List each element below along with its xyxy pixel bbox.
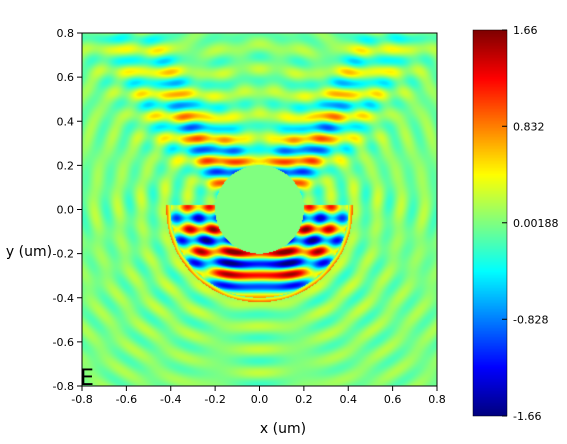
y-tick-label: -0.8	[53, 380, 74, 393]
y-tick-label: 0.2	[57, 159, 75, 172]
field-heatmap	[82, 33, 437, 386]
y-tick-label: 0.0	[57, 204, 75, 217]
x-axis-title: x (um)	[260, 421, 306, 437]
x-tick-label: -0.6	[116, 393, 137, 406]
y-tick-label: -0.4	[53, 292, 74, 305]
colorbar-tick-label: 0.00188	[513, 217, 559, 230]
colorbar-tick-label: 1.66	[513, 24, 538, 37]
colorbar-border	[472, 29, 508, 417]
x-tick-label: 0.2	[295, 393, 313, 406]
colorbar-tick-label: -0.828	[513, 313, 548, 326]
colorbar-gradient	[473, 30, 507, 416]
x-tick-label: 0.6	[384, 393, 402, 406]
x-tick-label: 0.8	[428, 393, 446, 406]
panel-component-label: E	[80, 366, 94, 391]
y-axis-title: y (um)	[6, 244, 52, 260]
colorbar-ticks: 1.66 0.832 0.00188 -0.828 -1.66	[472, 24, 559, 423]
x-tick-label: -0.8	[71, 393, 92, 406]
y-tick-label: -0.2	[53, 248, 74, 261]
y-axis-ticks: 0.8 0.6 0.4 0.2 0.0 -0.2 -0.4 -0.6 -0.8	[53, 27, 82, 393]
x-tick-label: -0.4	[160, 393, 181, 406]
x-tick-label: 0.4	[340, 393, 358, 406]
colorbar-tick-label: 0.832	[513, 120, 545, 133]
y-tick-label: 0.6	[57, 71, 75, 84]
axes-frame	[81, 32, 438, 387]
y-tick-label: -0.6	[53, 336, 74, 349]
y-tick-label: 0.4	[57, 115, 75, 128]
x-axis-ticks: -0.8 -0.6 -0.4 -0.2 0.0 0.2 0.4 0.6 0.8	[71, 386, 446, 406]
colorbar-tick-label: -1.66	[513, 410, 541, 423]
x-tick-label: 0.0	[251, 393, 269, 406]
x-tick-label: -0.2	[204, 393, 225, 406]
y-tick-label: 0.8	[57, 27, 75, 40]
plot-border	[81, 32, 438, 387]
